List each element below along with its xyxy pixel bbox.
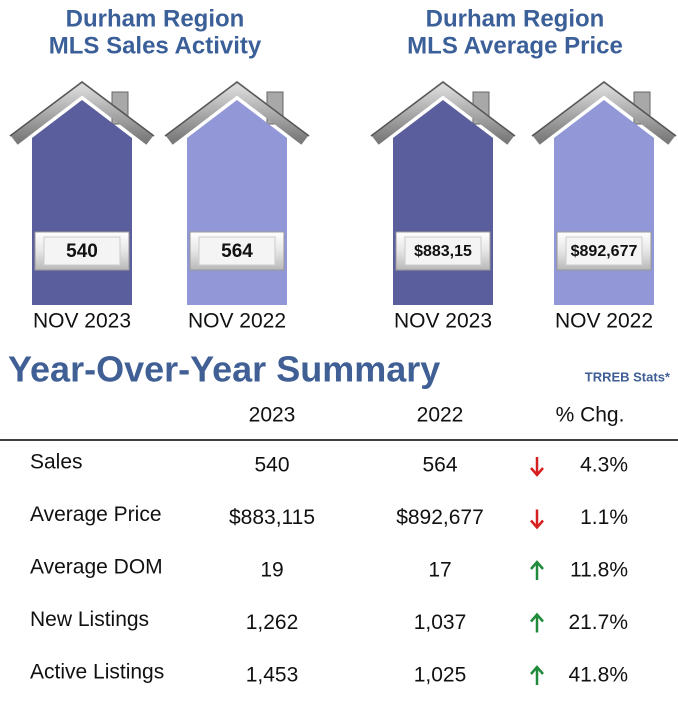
cell-change: 1.1% xyxy=(580,506,628,529)
house-period: NOV 2023 xyxy=(33,310,131,333)
roof xyxy=(165,80,309,145)
label-inner xyxy=(198,236,276,266)
summary-title: Year-Over-Year Summary xyxy=(8,349,440,390)
cell-change: 11.8% xyxy=(570,559,628,582)
roof-edge xyxy=(531,81,677,137)
roof-edge xyxy=(164,81,310,137)
cell-2023: $883,115 xyxy=(229,506,315,529)
panel-title: MLS Average Price xyxy=(407,32,623,59)
cell-2023: 19 xyxy=(260,559,283,582)
roof-edge xyxy=(9,81,155,137)
roof xyxy=(532,80,676,145)
cell-2022: 1,025 xyxy=(414,664,467,687)
roof xyxy=(10,80,154,145)
roof-edge xyxy=(370,81,516,137)
label-inner xyxy=(404,236,482,266)
house-body xyxy=(32,100,132,305)
cell-2023: 1,262 xyxy=(246,611,299,634)
panel-title: Durham Region xyxy=(426,5,605,32)
row-label: New Listings xyxy=(30,608,149,631)
house-label: 564 xyxy=(221,241,253,262)
panel-title: MLS Sales Activity xyxy=(49,32,262,59)
cell-change: 41.8% xyxy=(568,664,628,687)
row-label: Sales xyxy=(30,451,83,474)
column-header: 2023 xyxy=(249,404,296,427)
house-period: NOV 2022 xyxy=(188,310,286,333)
house-body xyxy=(393,100,493,305)
label-inner xyxy=(43,236,121,266)
cell-change: 4.3% xyxy=(580,454,628,477)
cell-2023: 540 xyxy=(254,454,289,477)
trend-arrow-head xyxy=(530,519,544,530)
cell-2023: 1,453 xyxy=(246,664,299,687)
row-label: Active Listings xyxy=(30,661,164,684)
panel-title: Durham Region xyxy=(66,5,245,32)
cell-2022: 1,037 xyxy=(414,611,467,634)
house-period: NOV 2023 xyxy=(394,310,492,333)
house-label: 540 xyxy=(66,241,98,262)
cell-2022: $892,677 xyxy=(396,506,484,529)
trend-arrow-head xyxy=(530,665,544,675)
row-label: Average Price xyxy=(30,503,162,526)
cell-2022: 17 xyxy=(428,559,451,582)
label-inner xyxy=(565,236,643,266)
house-label: $883,15 xyxy=(414,243,472,260)
house-body xyxy=(187,100,287,305)
house-period: NOV 2022 xyxy=(555,310,653,333)
cell-2022: 564 xyxy=(422,454,457,477)
column-header: 2022 xyxy=(417,404,464,427)
trend-arrow-head xyxy=(530,612,544,623)
house-body xyxy=(554,100,654,305)
row-label: Average DOM xyxy=(30,556,163,579)
roof xyxy=(371,80,515,145)
column-header: % Chg. xyxy=(556,404,625,427)
house-label: $892,677 xyxy=(571,243,638,260)
trend-arrow-head xyxy=(530,560,544,570)
trend-arrow-head xyxy=(530,467,544,477)
cell-change: 21.7% xyxy=(568,611,628,634)
summary-source: TRREB Stats* xyxy=(585,369,671,384)
